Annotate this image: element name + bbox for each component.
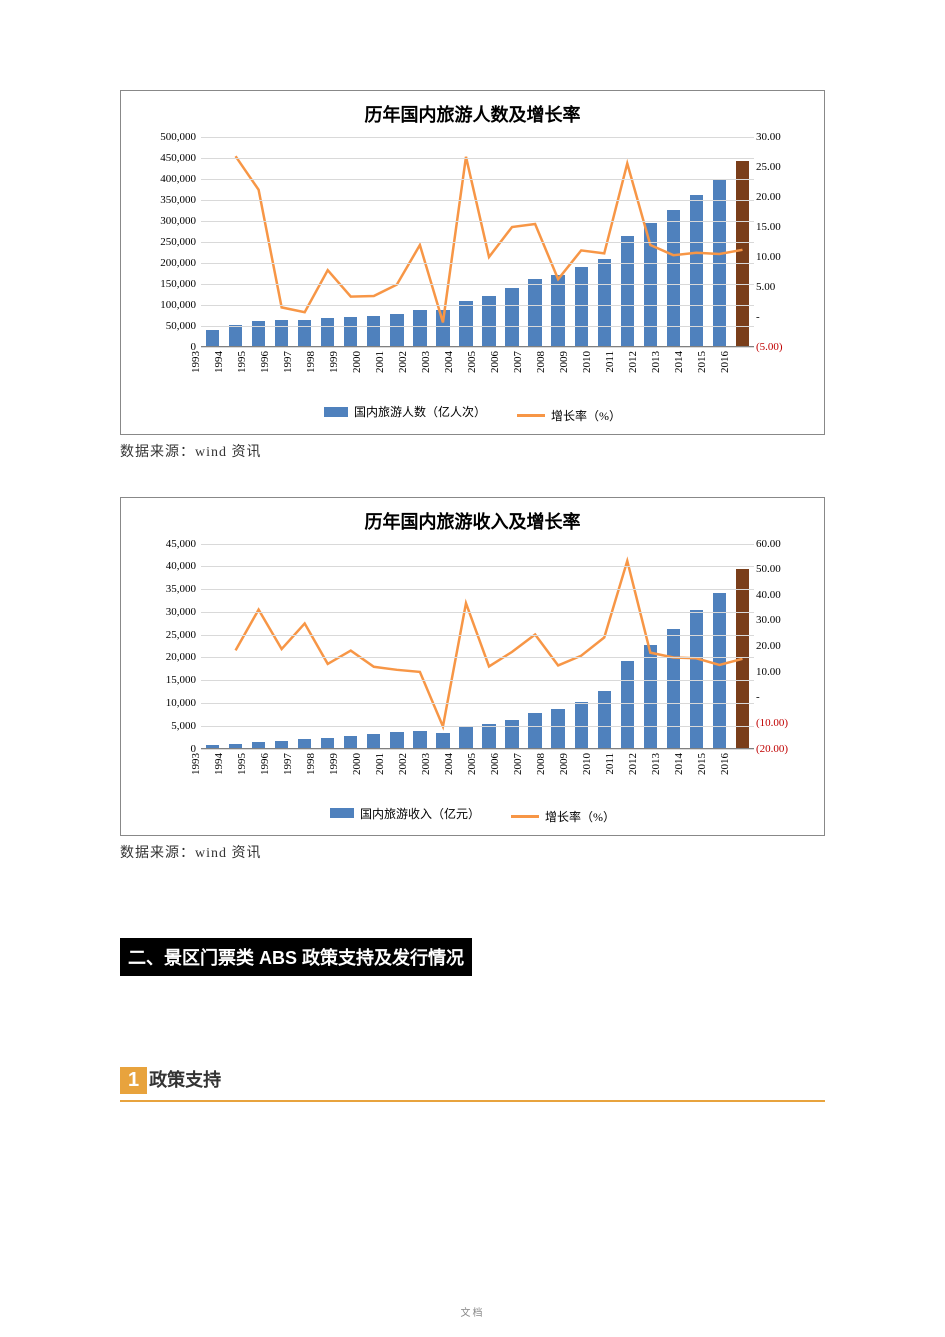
bar: [344, 317, 357, 347]
bar: [528, 279, 541, 347]
bar: [390, 314, 403, 347]
bar: [621, 661, 634, 749]
bar: [459, 301, 472, 347]
chart2-y-right-labels: (20.00)(10.00)-10.0020.0030.0040.0050.00…: [756, 544, 804, 749]
sub-header: 1政策支持: [120, 1066, 825, 1102]
bar: [436, 733, 449, 749]
bar: [690, 195, 703, 347]
chart2-source: 数据来源：wind 资讯: [120, 842, 825, 862]
bar: [667, 629, 680, 749]
bar: [390, 732, 403, 748]
page-footer: 文档: [0, 1304, 945, 1319]
bar: [298, 320, 311, 347]
chart2-y-left-labels: 05,00010,00015,00020,00025,00030,00035,0…: [141, 544, 196, 749]
bar: [482, 296, 495, 347]
sub-header-title: 政策支持: [149, 1070, 221, 1090]
bar: [621, 236, 634, 347]
bar: [575, 267, 588, 347]
bar: [644, 645, 657, 748]
chart1-legend: 国内旅游人数（亿人次） 增长率（%）: [141, 403, 804, 424]
chart2-title: 历年国内旅游收入及增长率: [141, 508, 804, 534]
bar: [413, 731, 426, 749]
bar: [367, 734, 380, 748]
chart2-legend: 国内旅游收入（亿元） 增长率（%）: [141, 805, 804, 826]
bar: [436, 310, 449, 347]
bar: [482, 724, 495, 748]
line-swatch-icon: [511, 815, 539, 818]
chart1-legend-bar-label: 国内旅游人数（亿人次）: [354, 403, 486, 420]
bar: [252, 321, 265, 347]
chart1-area: 050,000100,000150,000200,000250,000300,0…: [141, 137, 804, 397]
bar: [505, 720, 518, 748]
chart2-x-labels: 1993199419951996199719981999200020012002…: [201, 751, 754, 799]
chart1-plot: [201, 137, 754, 347]
chart2-legend-line-label: 增长率（%）: [545, 808, 615, 825]
bar: [206, 330, 219, 347]
bar: [598, 259, 611, 347]
chart2-plot: [201, 544, 754, 749]
chart1-legend-item-line: 增长率（%）: [517, 407, 621, 424]
chart1-legend-item-bar: 国内旅游人数（亿人次）: [324, 403, 486, 420]
chart2-legend-item-bar: 国内旅游收入（亿元）: [330, 805, 480, 822]
chart2-legend-bar-label: 国内旅游收入（亿元）: [360, 805, 480, 822]
section-header: 二、景区门票类 ABS 政策支持及发行情况: [120, 938, 472, 976]
bar: [229, 325, 242, 347]
bar: [528, 713, 541, 748]
bar: [367, 316, 380, 347]
chart1-y-right-labels: (5.00)-5.0010.0015.0020.0025.0030.00: [756, 137, 804, 347]
bar-swatch-icon: [324, 407, 348, 417]
line-swatch-icon: [517, 414, 545, 417]
bar: [551, 709, 564, 749]
chart2-area: 05,00010,00015,00020,00025,00030,00035,0…: [141, 544, 804, 799]
chart1-y-left-labels: 050,000100,000150,000200,000250,000300,0…: [141, 137, 196, 347]
bar: [598, 691, 611, 748]
bar: [413, 310, 426, 347]
chart1-legend-line-label: 增长率（%）: [551, 407, 621, 424]
bar: [321, 318, 334, 347]
chart2-legend-item-line: 增长率（%）: [511, 808, 615, 825]
chart1-x-labels: 1993199419951996199719981999200020012002…: [201, 349, 754, 397]
bar: [736, 569, 749, 748]
bar: [459, 727, 472, 748]
bar: [736, 161, 749, 347]
chart2-container: 历年国内旅游收入及增长率 05,00010,00015,00020,00025,…: [120, 497, 825, 837]
bar-swatch-icon: [330, 808, 354, 818]
chart1-container: 历年国内旅游人数及增长率 050,000100,000150,000200,00…: [120, 90, 825, 435]
sub-header-underline: [120, 1100, 825, 1102]
bar: [505, 288, 518, 347]
chart1-source: 数据来源：wind 资讯: [120, 441, 825, 461]
bar: [275, 320, 288, 347]
chart2-bars: [201, 544, 754, 749]
chart1-title: 历年国内旅游人数及增长率: [141, 101, 804, 127]
sub-header-number: 1: [120, 1067, 147, 1094]
bar: [551, 275, 564, 347]
